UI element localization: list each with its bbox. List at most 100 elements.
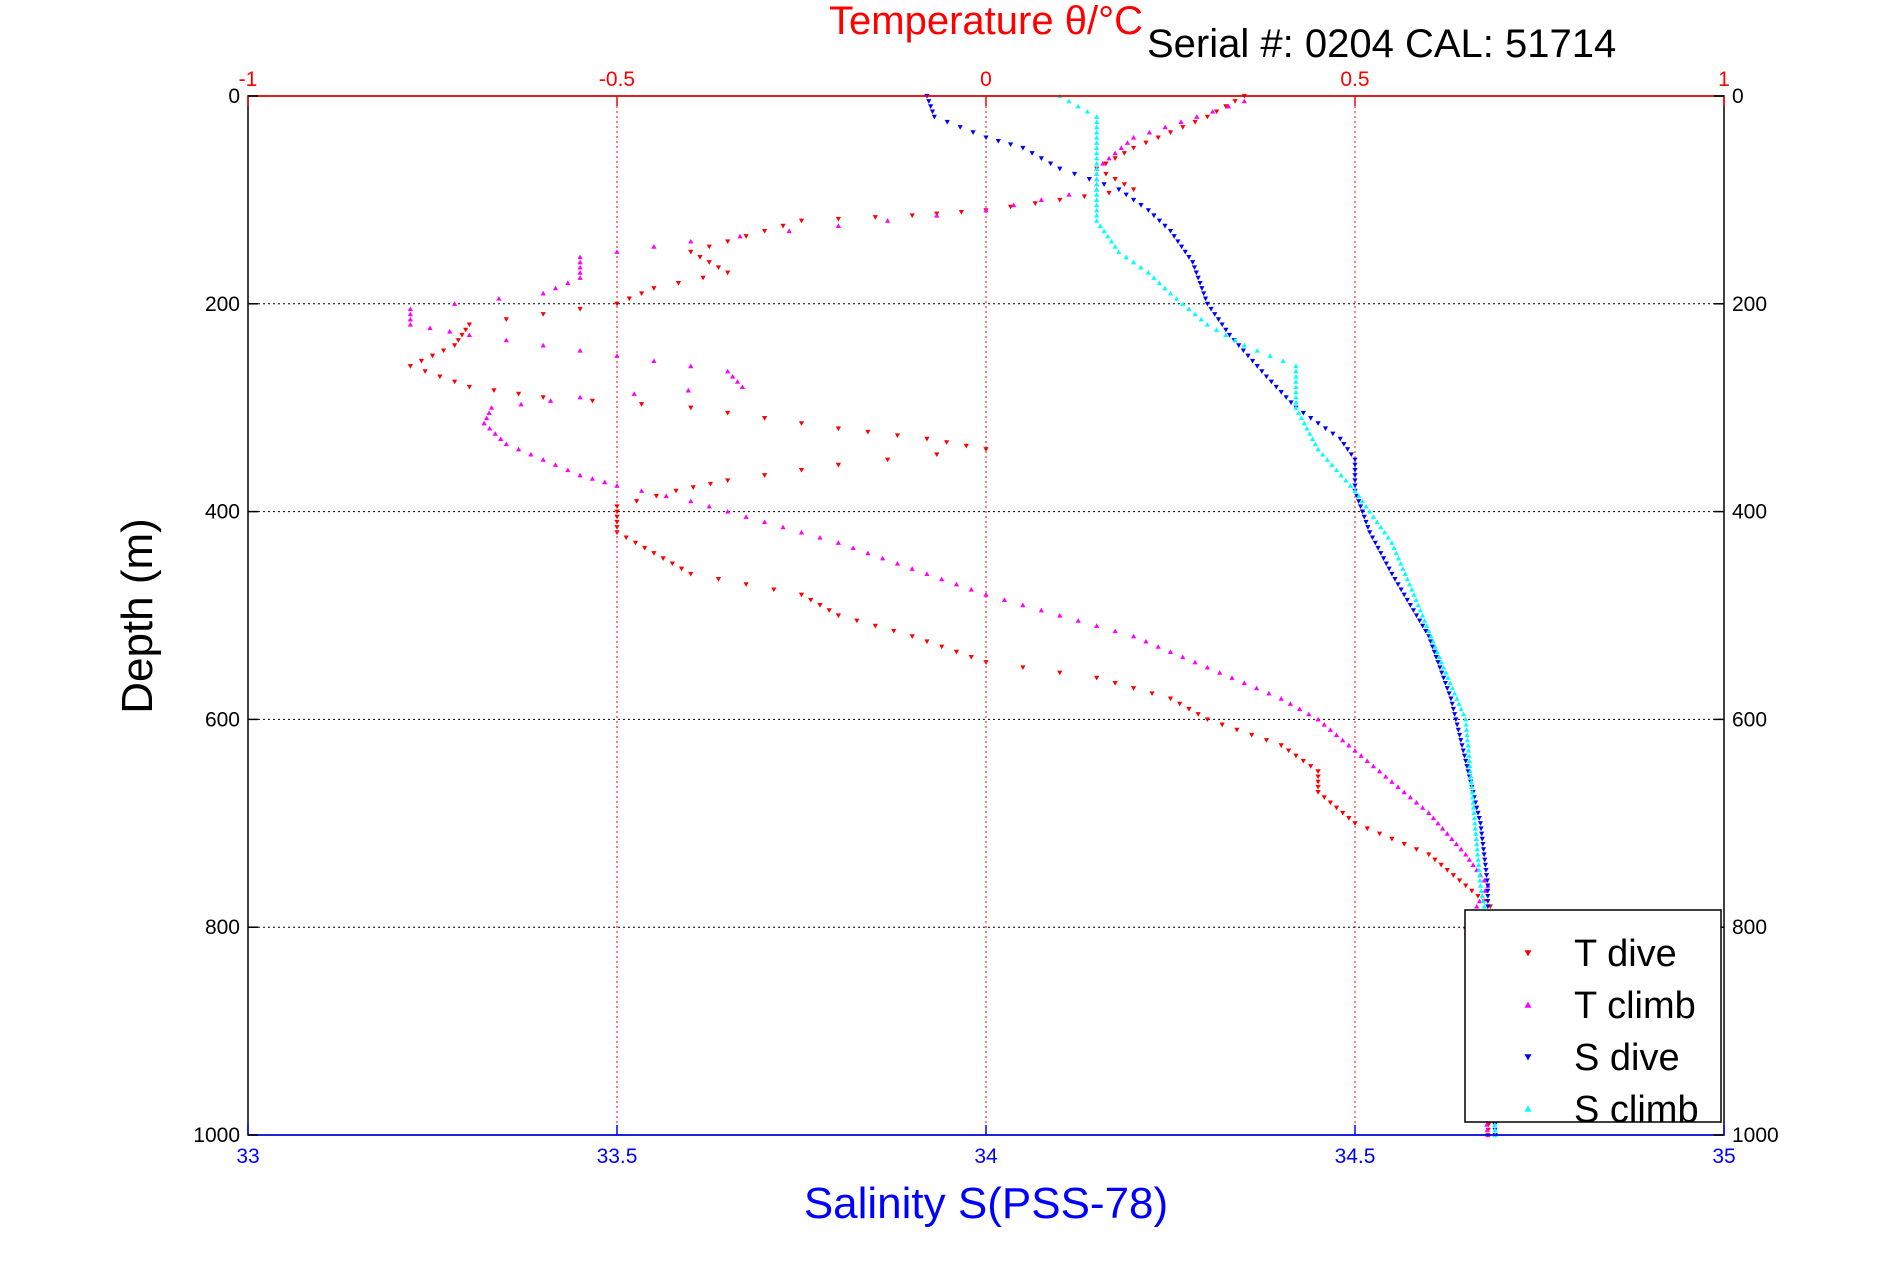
data-point bbox=[1112, 628, 1118, 634]
data-point bbox=[1300, 410, 1306, 416]
data-point bbox=[1378, 524, 1384, 530]
data-point bbox=[639, 402, 645, 407]
data-point bbox=[1470, 862, 1476, 867]
bottom-tick-label: 34.5 bbox=[1335, 1145, 1376, 1168]
right-tick-label: 800 bbox=[1732, 916, 1767, 939]
data-point bbox=[808, 597, 814, 603]
data-point bbox=[1145, 270, 1151, 275]
data-point bbox=[1375, 545, 1381, 551]
data-point bbox=[1263, 374, 1270, 380]
data-point bbox=[1094, 114, 1100, 119]
data-point bbox=[407, 321, 413, 327]
data-point bbox=[1309, 436, 1316, 441]
data-point bbox=[1484, 873, 1490, 878]
data-point bbox=[872, 623, 878, 629]
data-point bbox=[540, 395, 546, 400]
data-point bbox=[817, 603, 823, 608]
data-point bbox=[1327, 800, 1333, 806]
data-point bbox=[1434, 649, 1440, 654]
data-point bbox=[1293, 399, 1299, 405]
data-point bbox=[1204, 301, 1210, 307]
data-point bbox=[1458, 706, 1464, 712]
data-point bbox=[1210, 108, 1216, 114]
data-point bbox=[865, 429, 871, 435]
data-point bbox=[1484, 878, 1490, 884]
data-point bbox=[1293, 753, 1299, 759]
data-point bbox=[1413, 597, 1419, 602]
data-point bbox=[1389, 836, 1395, 842]
data-point bbox=[1103, 171, 1109, 177]
data-point bbox=[1094, 186, 1100, 192]
data-point bbox=[1121, 182, 1127, 187]
data-point bbox=[484, 415, 490, 421]
data-point bbox=[1162, 223, 1168, 229]
data-point bbox=[1426, 628, 1432, 634]
data-point bbox=[1008, 142, 1014, 148]
data-point bbox=[1195, 275, 1201, 281]
data-point bbox=[924, 436, 930, 442]
data-point bbox=[452, 343, 458, 348]
data-point bbox=[1315, 790, 1321, 795]
data-point bbox=[639, 291, 645, 297]
data-point bbox=[725, 478, 731, 484]
data-point bbox=[1038, 156, 1044, 161]
data-point bbox=[1459, 743, 1465, 748]
data-point bbox=[1482, 888, 1488, 893]
data-point bbox=[963, 443, 969, 449]
data-point bbox=[1236, 343, 1242, 348]
legend-item: S dive bbox=[1524, 1037, 1680, 1079]
data-point bbox=[817, 534, 823, 540]
data-point bbox=[1101, 228, 1107, 234]
data-point bbox=[1348, 452, 1354, 458]
data-point bbox=[1293, 394, 1299, 400]
data-point bbox=[1086, 177, 1092, 182]
data-point bbox=[725, 410, 731, 416]
data-point bbox=[1465, 747, 1472, 753]
data-point bbox=[651, 551, 657, 556]
data-point bbox=[1192, 119, 1198, 125]
data-point bbox=[1167, 228, 1174, 234]
data-point bbox=[1492, 1122, 1498, 1127]
data-point bbox=[1288, 400, 1294, 406]
data-point bbox=[669, 561, 675, 567]
data-point bbox=[1479, 831, 1485, 837]
data-point bbox=[1155, 644, 1161, 649]
data-point bbox=[1020, 665, 1026, 671]
axis-ticks: -1 -0.5 0 0.5 1 33 33.5 34 34.5 35 0 0 200 200 400 400 6… bbox=[193, 68, 1778, 1168]
data-point bbox=[1426, 810, 1432, 815]
data-point bbox=[1392, 577, 1398, 582]
legend-marker bbox=[1524, 1105, 1532, 1112]
data-point bbox=[1112, 150, 1118, 156]
data-point bbox=[1372, 540, 1378, 546]
data-point bbox=[944, 119, 950, 125]
data-point bbox=[1356, 499, 1362, 504]
data-point bbox=[1094, 207, 1100, 213]
data-point bbox=[909, 213, 915, 219]
data-point bbox=[1301, 420, 1307, 426]
data-point bbox=[1449, 685, 1456, 691]
data-point bbox=[1094, 129, 1100, 135]
data-point bbox=[1430, 638, 1436, 644]
data-point bbox=[1395, 784, 1401, 790]
data-point bbox=[953, 581, 960, 587]
data-point bbox=[1094, 181, 1100, 187]
data-point bbox=[1195, 712, 1201, 717]
data-point bbox=[872, 215, 878, 220]
data-point bbox=[762, 228, 768, 234]
data-point bbox=[1217, 670, 1223, 675]
data-point bbox=[651, 286, 657, 291]
data-point bbox=[688, 498, 694, 504]
legend-item: S climb bbox=[1524, 1089, 1699, 1131]
data-point bbox=[1400, 566, 1406, 571]
data-point bbox=[1389, 571, 1395, 577]
data-point bbox=[850, 545, 856, 551]
data-point bbox=[440, 348, 447, 354]
data-point bbox=[1315, 421, 1321, 426]
data-point bbox=[1194, 114, 1200, 119]
data-point bbox=[516, 391, 522, 397]
data-point bbox=[528, 451, 534, 457]
data-point bbox=[1199, 286, 1205, 291]
data-point bbox=[1177, 701, 1183, 707]
data-point bbox=[891, 629, 897, 634]
data-point bbox=[1480, 842, 1486, 847]
